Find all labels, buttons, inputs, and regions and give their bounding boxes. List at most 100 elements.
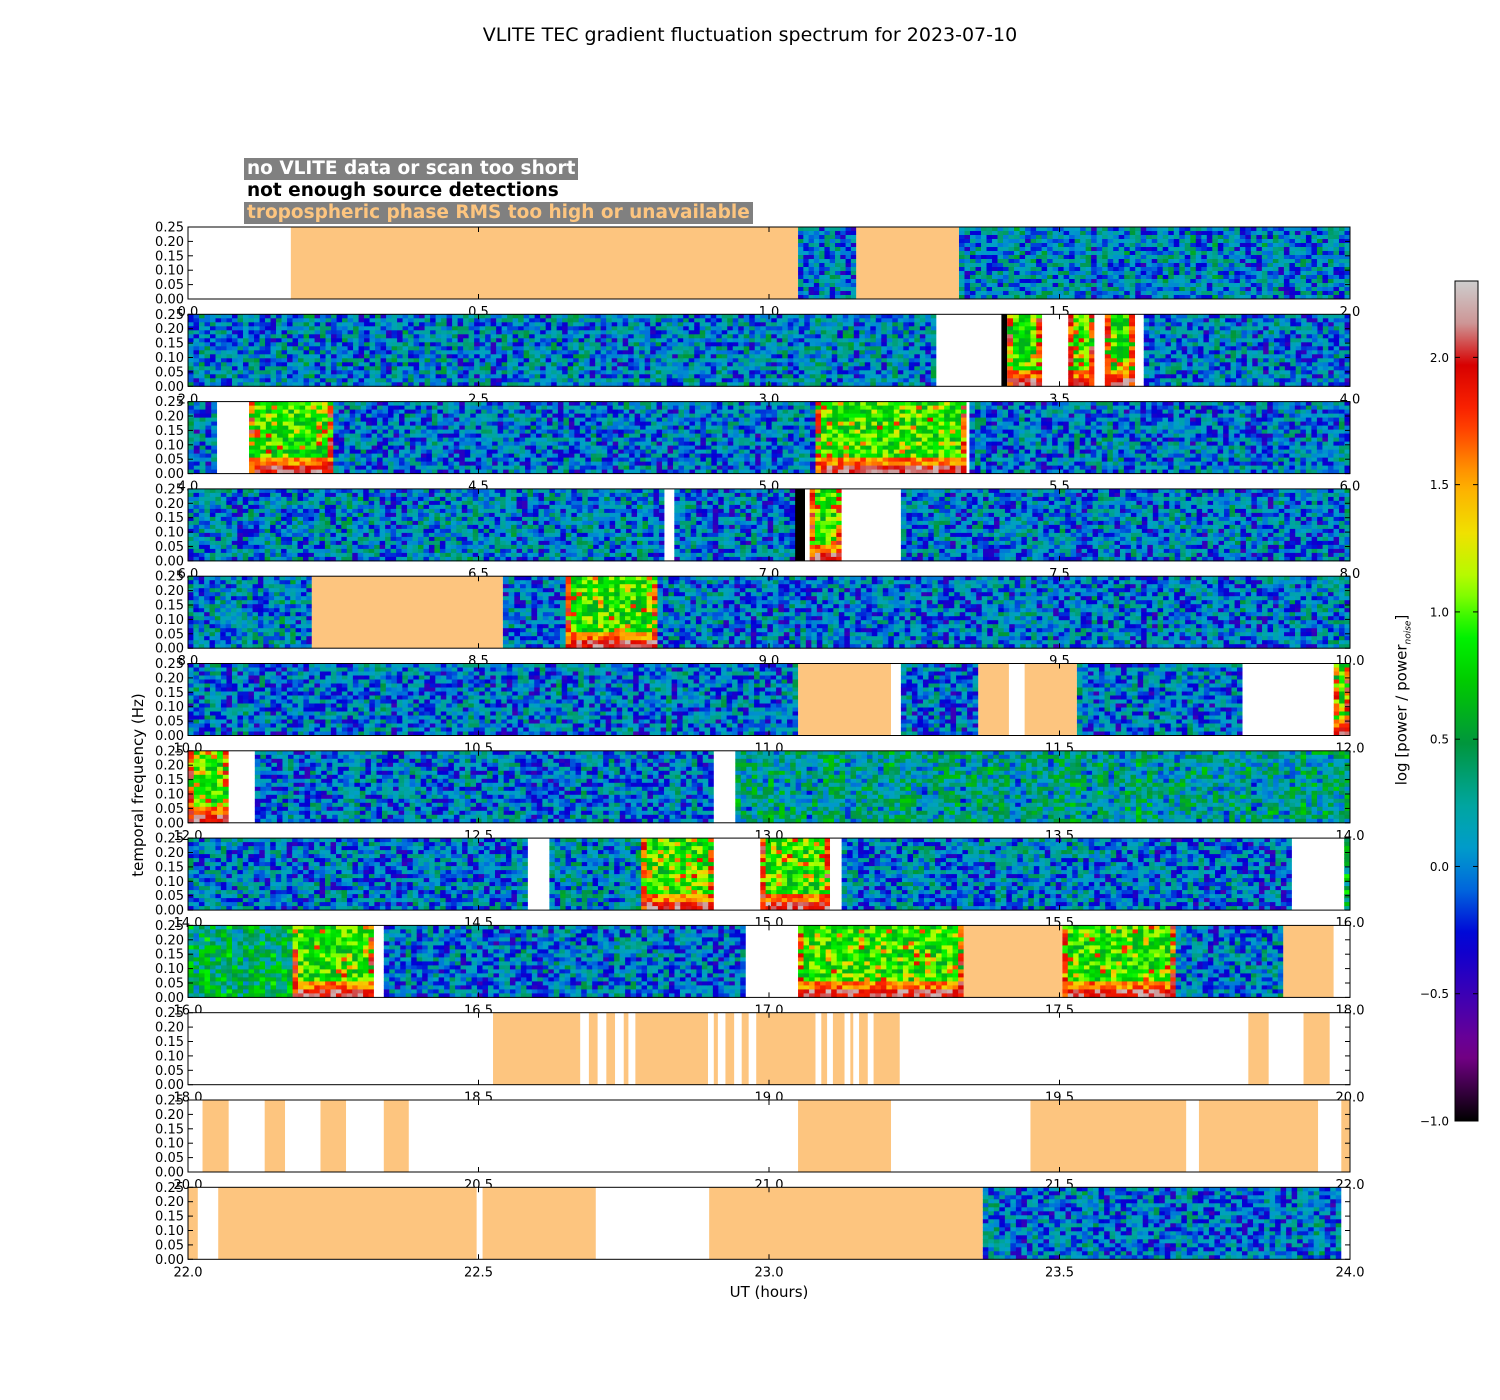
y-tick-label: 0.20	[155, 235, 184, 250]
segment-nodata	[841, 488, 901, 561]
y-tick-label: 0.10	[155, 875, 184, 890]
y-tick-label: 0.25	[155, 395, 184, 410]
y-tick-label: 0.20	[155, 1108, 184, 1123]
segment-spectrum	[565, 576, 658, 649]
y-tick-label: 0.10	[155, 438, 184, 453]
segment-nodata	[1341, 1187, 1350, 1260]
y-tick-label: 0.05	[155, 1151, 184, 1166]
x-axis-label: UT (hours)	[188, 1283, 1350, 1301]
y-tick-label: 0.15	[155, 249, 184, 264]
panel-4: 0.000.050.100.150.200.258.0 8.5 9.0 9.5 10.0	[155, 570, 1364, 670]
segment-trop	[725, 1012, 735, 1085]
segment-spectrum	[1333, 663, 1351, 736]
y-tick-label: 0.15	[155, 686, 184, 701]
colorbar-label-end: ]	[1393, 615, 1411, 621]
segment-spectrum	[292, 925, 375, 998]
segment-nodata	[1291, 838, 1345, 911]
segment-spectrum	[958, 227, 1351, 300]
segment-nodata	[1135, 314, 1144, 387]
segment-nodata	[197, 1187, 219, 1260]
y-tick-label: 0.25	[155, 1181, 184, 1196]
y-tick-label: 0.10	[155, 788, 184, 803]
y-tick-label: 0.05	[155, 715, 184, 730]
y-tick-label: 0.00	[155, 904, 184, 919]
segment-spectrum	[735, 750, 1351, 824]
segment-nodata	[1094, 314, 1105, 387]
y-tick-label: 0.05	[155, 977, 184, 992]
segment-trop	[1341, 1100, 1350, 1172]
segment-spectrum	[900, 488, 1351, 562]
legend-entry-trop: tropospheric phase RMS too high or unava…	[244, 202, 753, 224]
segment-spectrum	[1062, 925, 1177, 998]
y-tick-label: 0.05	[155, 1238, 184, 1253]
y-tick-label: 0.05	[155, 540, 184, 555]
y-tick-label: 0.10	[155, 351, 184, 366]
segment-spectrum	[549, 838, 642, 911]
segment-nodata	[713, 838, 761, 911]
segment-nodata	[830, 838, 842, 911]
segment-nodata	[217, 401, 250, 474]
segment-spectrum	[900, 663, 979, 736]
segment-trop	[218, 1187, 477, 1260]
y-tick-label: 0.00	[155, 380, 184, 395]
y-tick-label: 0.20	[155, 410, 184, 425]
y-tick-label: 0.00	[155, 642, 184, 657]
y-tick-label: 0.10	[155, 1049, 184, 1064]
x-tick-label: 23.0	[755, 1265, 784, 1280]
colorbar-tick-label: −0.5	[1420, 987, 1449, 1001]
y-axis-label: temporal frequency (Hz)	[129, 693, 147, 877]
x-tick-label: 24.0	[1336, 1265, 1365, 1280]
segment-trop	[873, 1012, 900, 1085]
segment-trop	[588, 1012, 598, 1085]
y-tick-label: 0.10	[155, 613, 184, 628]
segment-trop	[202, 1100, 229, 1172]
segment-trop	[856, 227, 959, 299]
y-tick-label: 0.00	[155, 1078, 184, 1093]
segment-nodata	[891, 663, 901, 736]
legend-entry-no-detections: not enough source detections	[244, 180, 562, 202]
panel-3: 0.000.050.100.150.200.256.0 6.5 7.0 7.5 8.0	[155, 482, 1360, 582]
y-tick-label: 0.20	[155, 846, 184, 861]
segment-trop	[821, 1012, 828, 1085]
segment-nodata	[1333, 925, 1350, 998]
segment-spectrum	[1344, 838, 1351, 911]
segment-spectrum	[249, 401, 334, 474]
y-tick-label: 0.00	[155, 293, 184, 308]
y-tick-label: 0.00	[155, 991, 184, 1006]
segment-nodetect	[1001, 314, 1008, 387]
segment-trop	[1283, 925, 1334, 998]
segment-trop	[859, 1012, 868, 1085]
segment-spectrum	[188, 925, 293, 998]
colorbar-label: log [power / powernoise]	[1393, 615, 1414, 786]
segment-spectrum	[188, 663, 799, 736]
segment-spectrum	[188, 314, 937, 387]
y-tick-label: 0.25	[155, 482, 184, 497]
y-tick-label: 0.25	[155, 1006, 184, 1021]
segment-spectrum	[188, 401, 218, 474]
y-tick-label: 0.05	[155, 889, 184, 904]
segment-trop	[320, 1100, 347, 1172]
segment-trop	[635, 1012, 708, 1085]
segment-spectrum	[1076, 663, 1243, 736]
y-tick-label: 0.05	[155, 627, 184, 642]
y-tick-label: 0.20	[155, 1021, 184, 1036]
y-tick-label: 0.20	[155, 1195, 184, 1210]
y-tick-label: 0.20	[155, 933, 184, 948]
segment-nodata	[805, 488, 810, 561]
y-tick-label: 0.20	[155, 322, 184, 337]
segment-spectrum	[254, 750, 715, 824]
colorbar-tick-label: −1.0	[1420, 1115, 1449, 1129]
colorbar-tick-label: 1.0	[1430, 605, 1449, 619]
segment-spectrum	[1104, 314, 1136, 387]
segment-spectrum	[1143, 314, 1351, 387]
y-tick-label: 0.05	[155, 802, 184, 817]
y-tick-label: 0.00	[155, 816, 184, 831]
segment-spectrum	[841, 838, 1293, 911]
colorbar-tick-label: 2.0	[1430, 351, 1449, 365]
segment-trop	[798, 1100, 892, 1172]
segment-spectrum	[188, 576, 313, 649]
segment-spectrum	[1068, 314, 1095, 387]
y-tick-label: 0.15	[155, 860, 184, 875]
